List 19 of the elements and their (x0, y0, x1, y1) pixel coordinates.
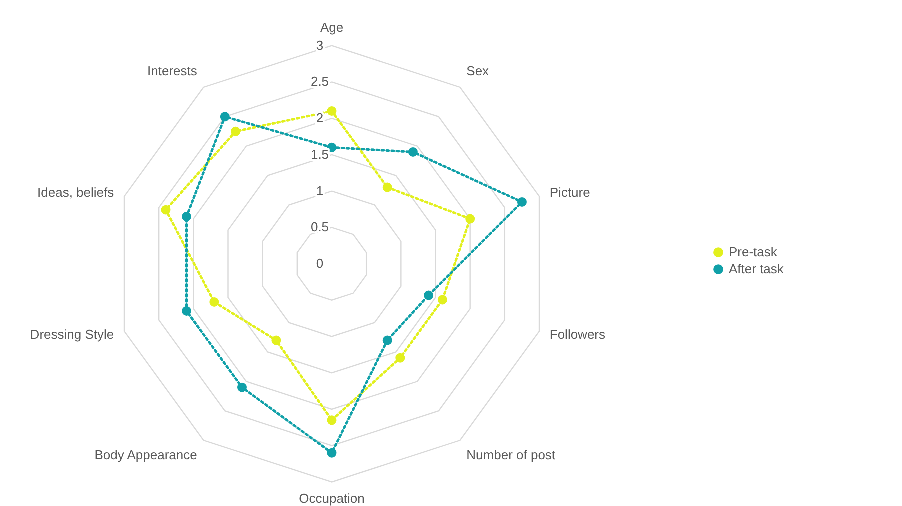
y-tick-label: 3 (316, 38, 324, 53)
spoke-label: Picture (550, 185, 590, 200)
spoke-label: Followers (550, 326, 606, 342)
spoke-label: Age (320, 20, 344, 35)
y-tick-label: 2.5 (310, 74, 330, 90)
legend-label: After task (729, 262, 784, 276)
y-tick-label: 1 (316, 183, 324, 198)
spoke-label: Body Appearance (94, 447, 198, 462)
y-tick-label: 2 (316, 110, 324, 126)
legend-label: Pre-task (729, 244, 778, 260)
spoke-label: Occupation (299, 491, 365, 506)
y-tick-label: 0 (316, 256, 324, 271)
y-tick-label: 0.5 (310, 220, 330, 235)
spoke-label: Ideas, beliefs (38, 185, 115, 200)
spoke-label: Interests (147, 64, 198, 79)
y-tick-label: 1.5 (310, 146, 330, 162)
spoke-label: Sex (466, 64, 490, 79)
spoke-label: Dressing Style (30, 326, 114, 342)
spoke-label: Number of post (466, 447, 556, 462)
